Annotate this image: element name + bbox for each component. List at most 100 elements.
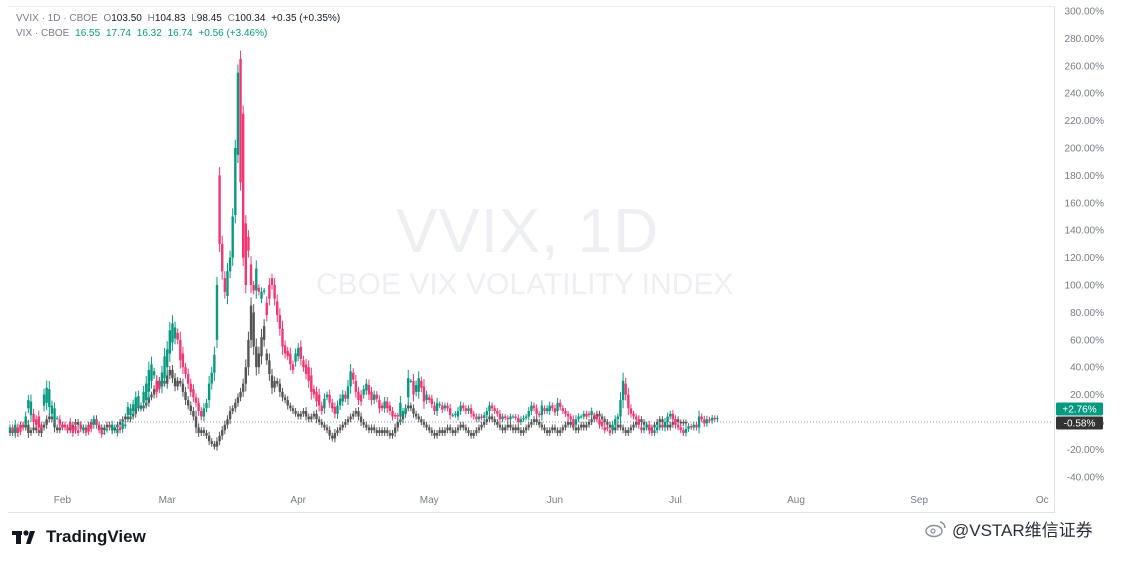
tradingview-logo[interactable]: TradingView (12, 527, 146, 547)
vix-candle (407, 405, 410, 409)
vvix-candle (179, 339, 182, 361)
vvix-candle (708, 419, 711, 421)
vix-candle (218, 435, 221, 442)
vvix-candle (600, 422, 604, 427)
vix-candle (331, 435, 334, 439)
vvix-candle (197, 402, 200, 412)
vix-candle (241, 383, 245, 392)
vix-candle (684, 422, 688, 424)
vvix-candle (475, 416, 478, 420)
vix-candle (189, 405, 192, 412)
vvix-candle (215, 285, 219, 340)
vvix-candle (315, 391, 318, 402)
vix-candle (105, 424, 109, 428)
vix-candle (443, 430, 447, 433)
vix-candle (396, 422, 399, 428)
vvix-candle (543, 408, 546, 412)
vvix-candle (352, 372, 355, 380)
vvix-candle (640, 427, 643, 431)
vvix-candle (446, 405, 449, 409)
vix-candle (569, 422, 572, 425)
vvix-candle (480, 416, 483, 418)
vvix-candle (69, 422, 72, 428)
vix-candle (480, 424, 483, 428)
vvix-candle (459, 405, 462, 412)
vvix-candle (572, 419, 575, 425)
vix-candle (658, 419, 661, 422)
x-tick-label: Oc (1036, 495, 1049, 506)
vvix-symbol: VVIX · 1D · CBOE (16, 13, 98, 24)
y-tick-label: 20.00% (1070, 390, 1104, 401)
vvix-candle (530, 405, 533, 412)
vix-candle (582, 424, 585, 428)
vvix-candle (278, 315, 282, 329)
vvix-candle (338, 398, 342, 406)
vix-candle (448, 427, 452, 431)
vix-candle (380, 430, 384, 433)
vvix-candle (443, 405, 447, 409)
weibo-icon (925, 520, 946, 537)
vix-candle (338, 427, 342, 431)
vvix-candle (648, 424, 651, 431)
vix-candle (469, 432, 473, 436)
vvix-candle (412, 380, 415, 395)
vix-candle (257, 353, 261, 368)
vix-candle (45, 419, 48, 425)
vvix-candle (105, 428, 109, 431)
vvix-candle (66, 427, 69, 431)
vvix-candle (333, 406, 337, 414)
vvix-candle (687, 426, 690, 429)
vvix-candle (210, 372, 213, 384)
vix-candle (414, 413, 418, 417)
vvix-candle (95, 422, 98, 425)
vvix-candle (548, 405, 551, 412)
vix-candle (619, 424, 622, 428)
vvix-candle (331, 402, 334, 409)
vix-low: 16.32 (136, 28, 162, 39)
vix-candle (506, 424, 509, 428)
vix-candle (679, 422, 682, 424)
vvix-candle (53, 408, 56, 420)
vix-candle (202, 430, 206, 433)
vvix-candle (228, 257, 232, 272)
vvix-candle (87, 427, 90, 432)
x-tick-label: Jun (547, 495, 563, 506)
vix-candle (511, 427, 515, 431)
vvix-candle (97, 427, 101, 431)
vvix-candle (317, 394, 321, 406)
vix-candle (152, 389, 156, 395)
vix-candle (255, 346, 258, 368)
vvix-candle (598, 419, 601, 425)
vix-close: 16.74 (167, 28, 193, 39)
vvix-candle (126, 406, 130, 416)
y-tick-label: 40.00% (1070, 363, 1104, 374)
vvix-candle (171, 323, 174, 343)
vvix-candle (8, 427, 12, 431)
vvix-candle (535, 408, 538, 414)
vvix-candle (540, 405, 544, 416)
vvix-candle (131, 404, 135, 412)
vix-candle (372, 427, 376, 431)
vvix-candle (407, 378, 410, 398)
vix-candle (435, 432, 439, 436)
vvix-candle (116, 428, 119, 433)
vvix-candle (158, 383, 161, 390)
vvix-candle (35, 419, 38, 425)
vvix-candle (658, 424, 661, 428)
vix-candle (535, 419, 538, 422)
vvix-candle (611, 424, 614, 431)
vvix-candle (257, 287, 261, 292)
vvix-candle (627, 394, 630, 409)
vix-candle (430, 430, 434, 433)
vvix-candle (92, 419, 96, 425)
vvix-candle (420, 380, 423, 388)
vix-candle (270, 375, 274, 388)
vvix-candle (244, 223, 247, 285)
vvix-candle (545, 408, 549, 412)
vix-candle (614, 427, 617, 431)
vix-candle (205, 432, 208, 436)
vvix-candle (155, 380, 158, 392)
vvix-candle (522, 417, 525, 420)
vvix-candle (192, 389, 195, 398)
